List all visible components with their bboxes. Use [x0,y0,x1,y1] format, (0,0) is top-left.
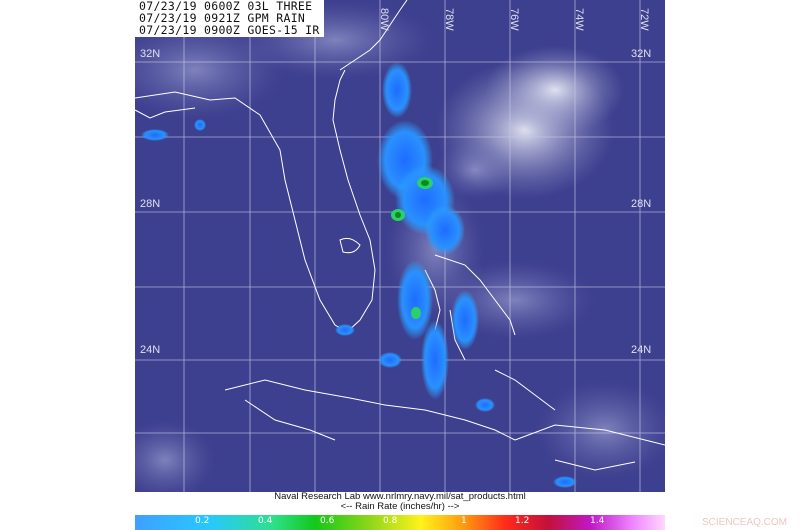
lat-label: 28N [631,198,652,210]
colorbar-tick: 0.4 [258,516,273,526]
colorbar-tick: 0.6 [320,516,335,526]
rain-rate-colorbar: 0.2 0.4 0.6 0.8 1 1.2 1.4 [135,515,665,530]
lon-label: 78W [443,8,455,31]
colorbar-tick: 0.2 [195,516,210,526]
map-layers [135,0,665,492]
header-line: 07/23/19 0921Z GPM RAIN [139,11,306,25]
lat-label: 24N [631,344,652,356]
lat-label: 24N [140,344,161,356]
watermark: SCIENCEAQ.COM [702,517,788,528]
lat-label: 32N [631,48,652,60]
lon-label: 80W [378,8,390,31]
colorbar-tick: 1.2 [515,516,530,526]
colorbar-tick: 0.8 [383,516,398,526]
colorbar-tick: 1 [461,516,467,526]
credit: Naval Research Lab www.nrlmry.navy.mil/s… [135,492,665,512]
lon-label: 76W [508,8,520,31]
colorbar-title: <-- Rain Rate (inches/hr) --> [340,501,460,512]
satellite-map: 80W 78W 76W 74W 72W 32N 28N 24N 32N 28N … [135,0,665,492]
header-line: 07/23/19 0900Z GOES-15 IR [139,23,320,37]
lon-label: 72W [638,8,650,31]
lat-label: 32N [140,48,161,60]
rain-areas [141,62,577,488]
colorbar-tick: 1.4 [590,516,605,526]
product-header: 07/23/19 0600Z 03L THREE 07/23/19 0921Z … [135,0,324,37]
credit-line: Naval Research Lab www.nrlmry.navy.mil/s… [274,491,526,502]
lon-label: 74W [573,8,585,31]
lat-label: 28N [140,198,161,210]
header-line: 07/23/19 0600Z 03L THREE [139,0,313,13]
